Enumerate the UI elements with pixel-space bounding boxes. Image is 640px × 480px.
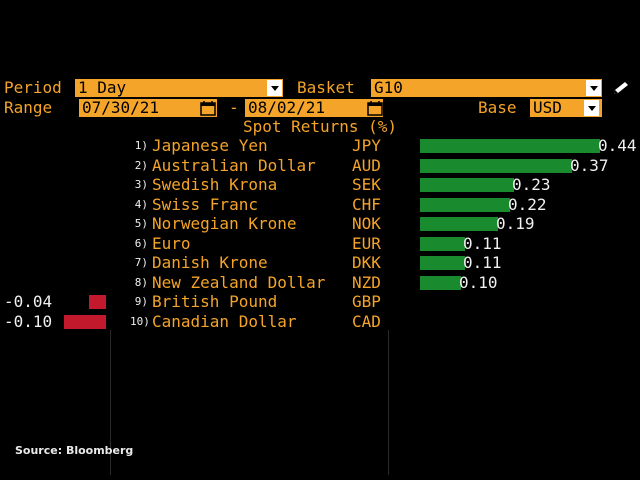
bar-sek xyxy=(420,178,514,192)
basket-dropdown-icon[interactable] xyxy=(586,80,601,96)
currency-name: Japanese Yen xyxy=(152,136,268,155)
rank-number: 9) xyxy=(134,295,148,308)
rank-number: 10) xyxy=(130,315,150,328)
currency-code: DKK xyxy=(352,253,381,272)
calendar-icon[interactable] xyxy=(200,100,216,116)
period-select[interactable]: 1 Day xyxy=(75,79,283,97)
currency-name: Swedish Krona xyxy=(152,175,278,194)
rank-number: 7) xyxy=(134,256,148,269)
rank-number: 4) xyxy=(134,198,148,211)
bar-nok xyxy=(420,217,498,231)
range-label: Range xyxy=(4,98,53,117)
bar-dkk xyxy=(420,256,465,270)
rank-number: 6) xyxy=(134,237,148,250)
base-label: Base xyxy=(478,98,517,117)
value-label: -0.10 xyxy=(4,312,53,331)
range-end-input[interactable]: 08/02/21 xyxy=(245,99,383,117)
calendar-icon[interactable] xyxy=(367,100,383,116)
source-note: Source: Bloomberg xyxy=(15,444,134,457)
rank-number: 3) xyxy=(134,178,148,191)
bar-jpy xyxy=(420,139,600,153)
currency-code: NZD xyxy=(352,273,381,292)
bar-cad xyxy=(64,315,106,329)
currency-code: NOK xyxy=(352,214,381,233)
currency-name: Norwegian Krone xyxy=(152,214,297,233)
value-label: 0.10 xyxy=(459,273,498,292)
bar-nzd xyxy=(420,276,461,290)
currency-name: Euro xyxy=(152,234,191,253)
basket-label: Basket xyxy=(297,78,355,97)
rank-number: 2) xyxy=(134,159,148,172)
base-dropdown-icon[interactable] xyxy=(584,100,599,116)
currency-code: CAD xyxy=(352,312,381,331)
currency-code: SEK xyxy=(352,175,381,194)
value-label: 0.22 xyxy=(508,195,547,214)
period-dropdown-icon[interactable] xyxy=(267,80,282,96)
currency-code: JPY xyxy=(352,136,381,155)
bar-eur xyxy=(420,237,465,251)
divider xyxy=(110,330,111,475)
period-label: Period xyxy=(4,78,62,97)
currency-name: British Pound xyxy=(152,292,278,311)
currency-name: Canadian Dollar xyxy=(152,312,297,331)
currency-name: Australian Dollar xyxy=(152,156,316,175)
value-label: -0.04 xyxy=(4,292,53,311)
rank-number: 5) xyxy=(134,217,148,230)
bar-aud xyxy=(420,159,572,173)
pencil-icon[interactable] xyxy=(612,80,630,96)
range-separator: - xyxy=(229,98,239,117)
value-label: 0.44 xyxy=(598,136,637,155)
rank-number: 1) xyxy=(134,139,148,152)
currency-code: EUR xyxy=(352,234,381,253)
currency-code: CHF xyxy=(352,195,381,214)
basket-select[interactable]: G10 xyxy=(371,79,602,97)
chart-title: Spot Returns (%) xyxy=(242,117,398,136)
currency-name: New Zealand Dollar xyxy=(152,273,326,292)
currency-code: GBP xyxy=(352,292,381,311)
bar-chf xyxy=(420,198,510,212)
currency-name: Swiss Franc xyxy=(152,195,258,214)
value-label: 0.37 xyxy=(570,156,609,175)
value-label: 0.11 xyxy=(463,234,502,253)
value-label: 0.23 xyxy=(512,175,551,194)
divider xyxy=(388,330,389,475)
currency-name: Danish Krone xyxy=(152,253,268,272)
rank-number: 8) xyxy=(134,276,148,289)
value-label: 0.19 xyxy=(496,214,535,233)
range-start-input[interactable]: 07/30/21 xyxy=(79,99,217,117)
currency-code: AUD xyxy=(352,156,381,175)
bar-gbp xyxy=(89,295,106,309)
value-label: 0.11 xyxy=(463,253,502,272)
